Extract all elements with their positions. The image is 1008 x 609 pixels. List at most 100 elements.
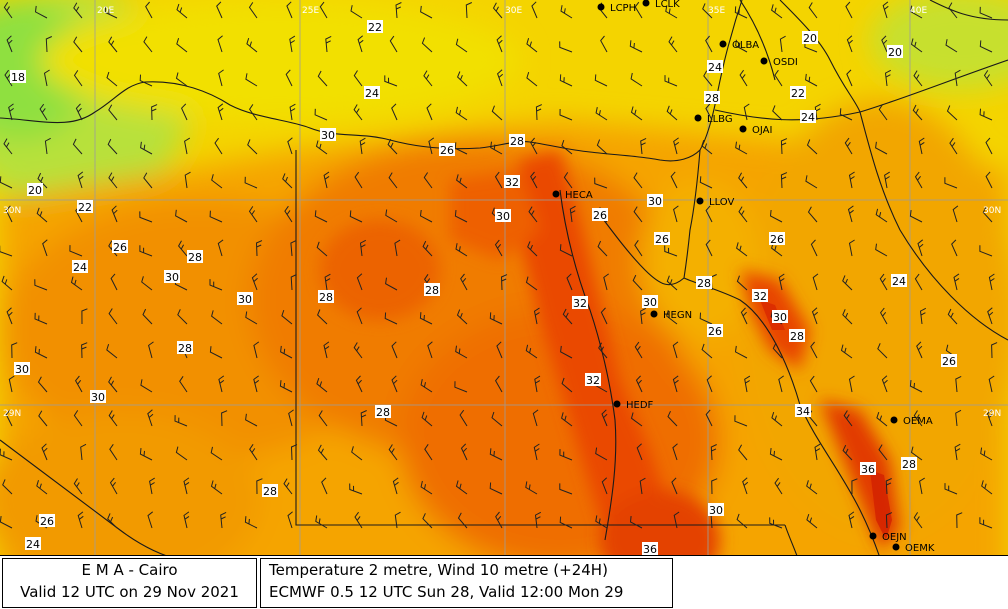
wind-barb [559,516,573,529]
wind-barb [848,511,855,529]
wind-barb [285,69,293,87]
svg-text:32: 32 [753,290,767,303]
wind-barb [909,380,923,393]
wind-barb [842,275,853,291]
wind-barb [671,477,678,495]
wind-barb [988,375,995,393]
wind-barb [596,139,608,155]
footer-org-box: E M A - Cairo Valid 12 UTC on 29 Nov 202… [2,558,257,608]
wind-barb [811,307,819,325]
wind-barb [769,209,783,223]
wind-barb [108,172,118,189]
temperature-label: 28 [704,91,720,105]
longitude-label: 30E [505,6,522,16]
wind-barb [600,35,608,53]
wind-barb [914,171,923,189]
svg-text:26: 26 [770,233,784,246]
valid-time: Valid 12 UTC on 29 Nov 2021 [20,583,239,601]
wind-barb [710,444,717,461]
wind-barb [736,275,748,291]
wind-barb [635,375,643,393]
wind-barb [176,38,188,53]
wind-barb [140,379,153,393]
wind-barb [325,35,332,53]
wind-barb [289,103,296,121]
wind-barb [630,72,643,87]
wind-barb [253,375,260,393]
wind-barb [360,410,367,427]
wind-barb [771,4,783,19]
station-hegn: HEGN [650,310,692,321]
wind-barb [423,70,433,87]
svg-text:24: 24 [73,261,87,274]
wind-barb [848,171,855,189]
wind-barb [673,205,679,223]
wind-barb [846,69,853,87]
wind-barb [388,172,398,189]
wind-barb [314,108,328,121]
svg-text:24: 24 [365,87,379,100]
wind-barb [37,376,48,393]
wind-barb [211,174,223,189]
wind-barb [175,72,188,87]
wind-barb [109,477,118,495]
svg-text:OJAI: OJAI [752,125,772,136]
wind-barb [218,375,225,393]
map-footer: E M A - Cairo Valid 12 UTC on 29 Nov 202… [0,555,1008,609]
wind-barb [457,512,468,529]
temperature-label: 30 [708,503,724,517]
wind-barb [245,73,258,87]
wind-barb [706,375,713,393]
wind-barb [634,1,643,19]
wind-barb [979,6,993,19]
svg-text:36: 36 [861,463,875,476]
wind-barb [106,71,118,87]
wind-barb [245,413,258,427]
wind-barb [423,172,433,189]
svg-text:LLOV: LLOV [709,197,734,208]
wind-barb [947,308,958,325]
wind-barb [560,5,573,19]
wind-barb [454,210,468,223]
svg-text:20: 20 [888,46,902,59]
svg-text:HEGN: HEGN [663,310,692,321]
wind-barb [910,446,923,461]
wind-barb [107,513,118,529]
wind-barb [842,309,853,325]
wind-barb [45,36,53,53]
wind-barb [256,478,263,495]
wind-barb [559,41,573,53]
wind-barb [290,444,298,461]
wind-barb [534,511,542,529]
wind-barb [983,70,993,87]
wind-barb [812,273,819,291]
wind-barb [531,1,538,19]
svg-text:HECA: HECA [565,190,593,201]
wind-barb [839,108,853,121]
wind-barb [209,279,223,291]
wind-barb [421,37,433,53]
wind-barb [107,138,118,155]
latitude-labels: 30N 30N 29N 29N [3,206,1001,419]
wind-barb [175,446,188,461]
wind-barb [532,409,539,427]
svg-text:32: 32 [573,297,587,310]
wind-barb [909,210,923,223]
wind-barb [72,138,83,155]
wind-barb [247,139,258,155]
wind-barb [221,410,228,427]
wind-barb [279,380,293,393]
temperature-label: 26 [707,324,723,338]
wind-barb [562,308,573,325]
wind-barb [490,141,503,155]
wind-barb [494,239,503,257]
wind-barb [739,69,748,87]
wind-barb [317,70,328,87]
temperature-label: 20 [887,45,903,59]
wind-barb [982,206,993,223]
wind-barb [881,375,888,393]
wind-barb [39,103,48,121]
wind-barb [559,244,573,257]
wind-barb [497,69,504,87]
svg-text:30: 30 [91,391,105,404]
